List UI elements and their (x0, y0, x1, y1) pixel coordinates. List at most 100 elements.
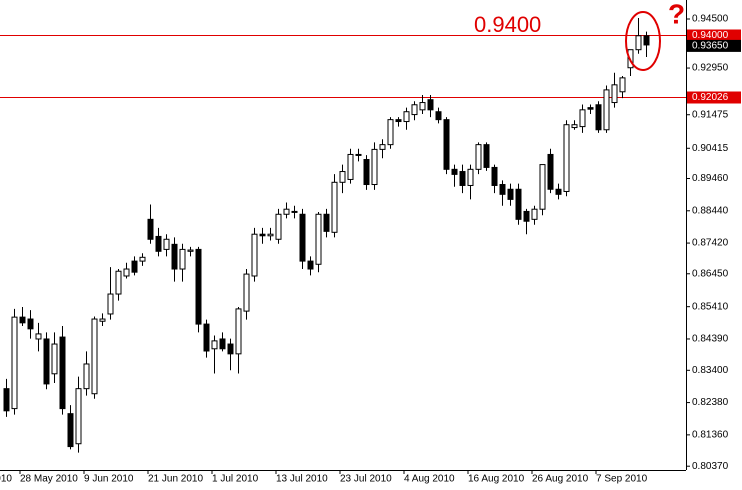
candle-body (587, 107, 594, 110)
candle-body (547, 153, 554, 190)
candle-body (643, 35, 650, 46)
candle-body (243, 273, 250, 312)
candle-body (227, 343, 234, 355)
candle-body (171, 243, 178, 270)
candle-body (523, 210, 530, 222)
candle-body (539, 164, 546, 210)
candle-body (139, 256, 146, 262)
candle-body (219, 338, 226, 350)
candle-body (571, 124, 578, 129)
candle-body (499, 184, 506, 195)
y-tick-label: 0.81360 (692, 430, 729, 441)
candle-body (475, 144, 482, 170)
y-tick-label: 0.83400 (692, 365, 729, 376)
candle-body (283, 208, 290, 215)
candle-body (427, 99, 434, 111)
candle-body (251, 233, 258, 277)
candle-body (355, 153, 362, 156)
candle-body (395, 119, 402, 123)
candle-body (387, 119, 394, 146)
candle-body (347, 153, 354, 180)
candle-body (363, 159, 370, 186)
y-tick-label: 0.84390 (692, 334, 729, 345)
candle-body (555, 188, 562, 195)
y-tick-label: 0.82380 (692, 397, 729, 408)
x-tick-label: 26 Aug 2010 (532, 474, 589, 485)
candle-body (107, 293, 114, 315)
candle-body (75, 388, 82, 445)
x-tick-label: 7 Sep 2010 (596, 474, 648, 485)
y-tick-label: 0.86450 (692, 268, 729, 279)
candle-body (91, 318, 98, 395)
candle-body (51, 343, 58, 375)
candle-body (27, 318, 34, 330)
candle-body (331, 181, 338, 233)
candle-body (259, 233, 266, 237)
price-label: 0.94000 (692, 30, 729, 41)
candle-body (155, 235, 162, 252)
candle-body (467, 168, 474, 186)
y-tick-label: 0.91475 (692, 109, 729, 120)
candle-body (115, 270, 122, 295)
candle-body (515, 188, 522, 220)
candle-body (371, 148, 378, 186)
y-tick-label: 0.80370 (692, 461, 729, 472)
candle-body (235, 308, 242, 355)
x-tick-label: 1 Jul 2010 (212, 474, 259, 485)
candle-body (19, 316, 26, 324)
candle-body (459, 171, 466, 186)
x-tick-label: 23 Jul 2010 (340, 474, 392, 485)
candle-body (635, 35, 642, 51)
candle-body (379, 144, 386, 150)
candle-body (195, 248, 202, 325)
candle-body (611, 84, 618, 104)
price-label: 0.92026 (692, 92, 729, 103)
x-tick-label: 4 Aug 2010 (404, 474, 455, 485)
candle-body (419, 102, 426, 111)
candle-body (403, 111, 410, 123)
candle-body (315, 213, 322, 265)
candle-body (179, 248, 186, 270)
candle-body (123, 268, 130, 277)
candle-body (507, 188, 514, 200)
candle-body (451, 168, 458, 175)
x-tick-label: 21 Jun 2010 (148, 474, 203, 485)
x-tick-label: 9 Jun 2010 (84, 474, 134, 485)
candle-body (307, 260, 314, 270)
candle-body (299, 213, 306, 262)
candle-body (603, 89, 610, 131)
current-price-box (687, 39, 741, 52)
price-label-box (687, 91, 741, 104)
candle-body (443, 119, 450, 170)
current-price-label: 0.93650 (692, 41, 729, 52)
candle-body (411, 104, 418, 116)
candle-body (563, 124, 570, 192)
candle-body (131, 260, 138, 273)
candle-body (579, 109, 586, 128)
candle-body (619, 77, 626, 93)
candle-body (267, 233, 274, 237)
candle-body (435, 111, 442, 121)
x-tick-label: 13 Jul 2010 (276, 474, 328, 485)
x-tick-label: 16 Aug 2010 (468, 474, 525, 485)
y-tick-label: 0.94500 (692, 14, 729, 25)
candle-body (147, 218, 154, 240)
candle-body (43, 338, 50, 385)
y-tick-label: 0.88440 (692, 205, 729, 216)
y-tick-label: 0.89460 (692, 173, 729, 184)
price-label-box (687, 29, 741, 42)
candle-body (483, 144, 490, 168)
candle-body (275, 213, 282, 240)
highlight-ellipse (625, 11, 661, 71)
candle-body (99, 318, 106, 322)
x-tick-label: 28 May 2010 (20, 474, 78, 485)
candle-body (323, 213, 330, 232)
y-tick-label: 0.87420 (692, 238, 729, 249)
candle-body (595, 104, 602, 131)
candle-body (491, 166, 498, 186)
y-tick-label: 0.90415 (692, 143, 729, 154)
candle-body (203, 323, 210, 352)
candle-body (187, 249, 194, 252)
y-tick-label: 0.85410 (692, 301, 729, 312)
